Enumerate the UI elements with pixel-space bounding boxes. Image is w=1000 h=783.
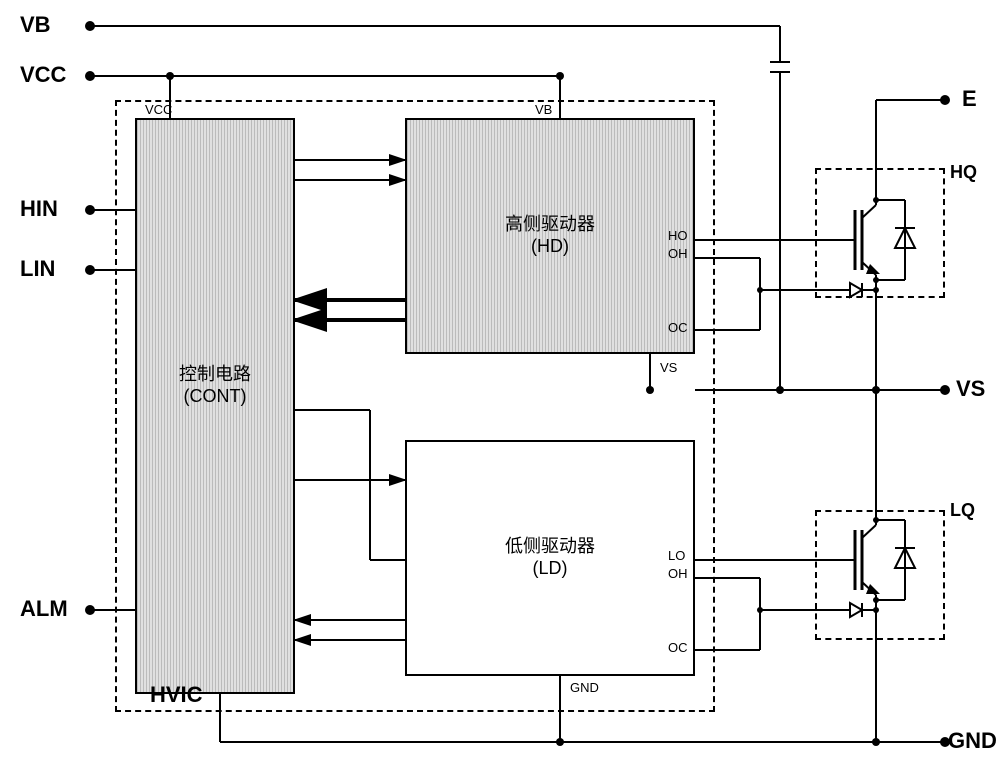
ld-lo-label: LO <box>668 548 685 563</box>
hd-block: 高侧驱动器 (HD) <box>405 118 695 354</box>
cont-label1: 控制电路 <box>137 360 293 386</box>
hd-vs-label: VS <box>660 360 677 375</box>
pin-vs: VS <box>956 376 985 402</box>
pin-gnd: GND <box>948 728 997 754</box>
hvic-label: HVIC <box>150 682 203 708</box>
pin-hin: HIN <box>20 196 58 222</box>
hd-label1: 高侧驱动器 <box>407 210 693 236</box>
hd-oc-label: OC <box>668 320 688 335</box>
cont-block: 控制电路 (CONT) <box>135 118 295 694</box>
hq-label: HQ <box>950 162 977 183</box>
ld-oh-label: OH <box>668 566 688 581</box>
ld-gnd-label: GND <box>570 680 599 695</box>
ld-oc-label: OC <box>668 640 688 655</box>
ld-label1: 低侧驱动器 <box>407 532 693 558</box>
pin-vb: VB <box>20 12 51 38</box>
pin-e: E <box>962 86 977 112</box>
pin-alm: ALM <box>20 596 68 622</box>
cont-vcc-label: VCC <box>145 102 172 117</box>
pin-vcc: VCC <box>20 62 66 88</box>
ld-label2: (LD) <box>407 558 693 579</box>
hd-oh-label: OH <box>668 246 688 261</box>
cont-label2: (CONT) <box>137 386 293 407</box>
hd-ho-label: HO <box>668 228 688 243</box>
pin-lin: LIN <box>20 256 55 282</box>
lq-block <box>815 510 945 640</box>
hd-vb-label: VB <box>535 102 552 117</box>
hq-block <box>815 168 945 298</box>
lq-label: LQ <box>950 500 975 521</box>
ld-block: 低侧驱动器 (LD) <box>405 440 695 676</box>
hd-label2: (HD) <box>407 236 693 257</box>
